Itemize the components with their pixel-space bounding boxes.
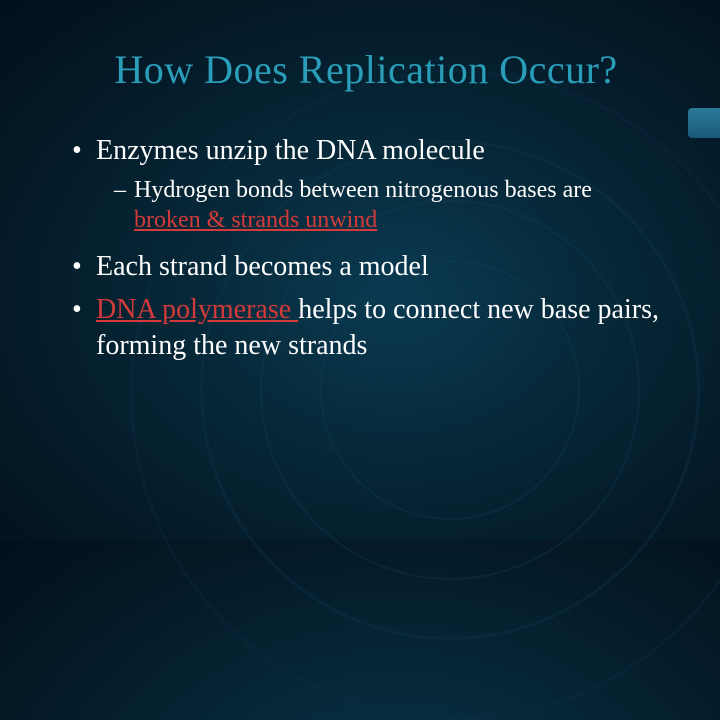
sub-bullet-1-pre: Hydrogen bonds between nitrogenous bases… — [134, 177, 592, 203]
bullet-1: Enzymes unzip the DNA molecule — [72, 133, 660, 169]
bullet-list: Enzymes unzip the DNA molecule Hydrogen … — [72, 133, 660, 365]
sub-bullet-1-highlight: broken & strands unwind — [134, 207, 377, 233]
slide-title: How Does Replication Occur? — [72, 46, 660, 93]
bullet-2: Each strand becomes a model — [72, 249, 660, 285]
sub-bullet-1: Hydrogen bonds between nitrogenous bases… — [72, 175, 660, 235]
bullet-3-highlight: DNA polymerase — [96, 294, 298, 325]
bullet-3: DNA polymerase helps to connect new base… — [72, 292, 660, 365]
bullet-2-text: Each strand becomes a model — [96, 251, 429, 282]
slide-content: How Does Replication Occur? Enzymes unzi… — [0, 0, 720, 411]
bullet-1-text: Enzymes unzip the DNA molecule — [96, 135, 485, 166]
